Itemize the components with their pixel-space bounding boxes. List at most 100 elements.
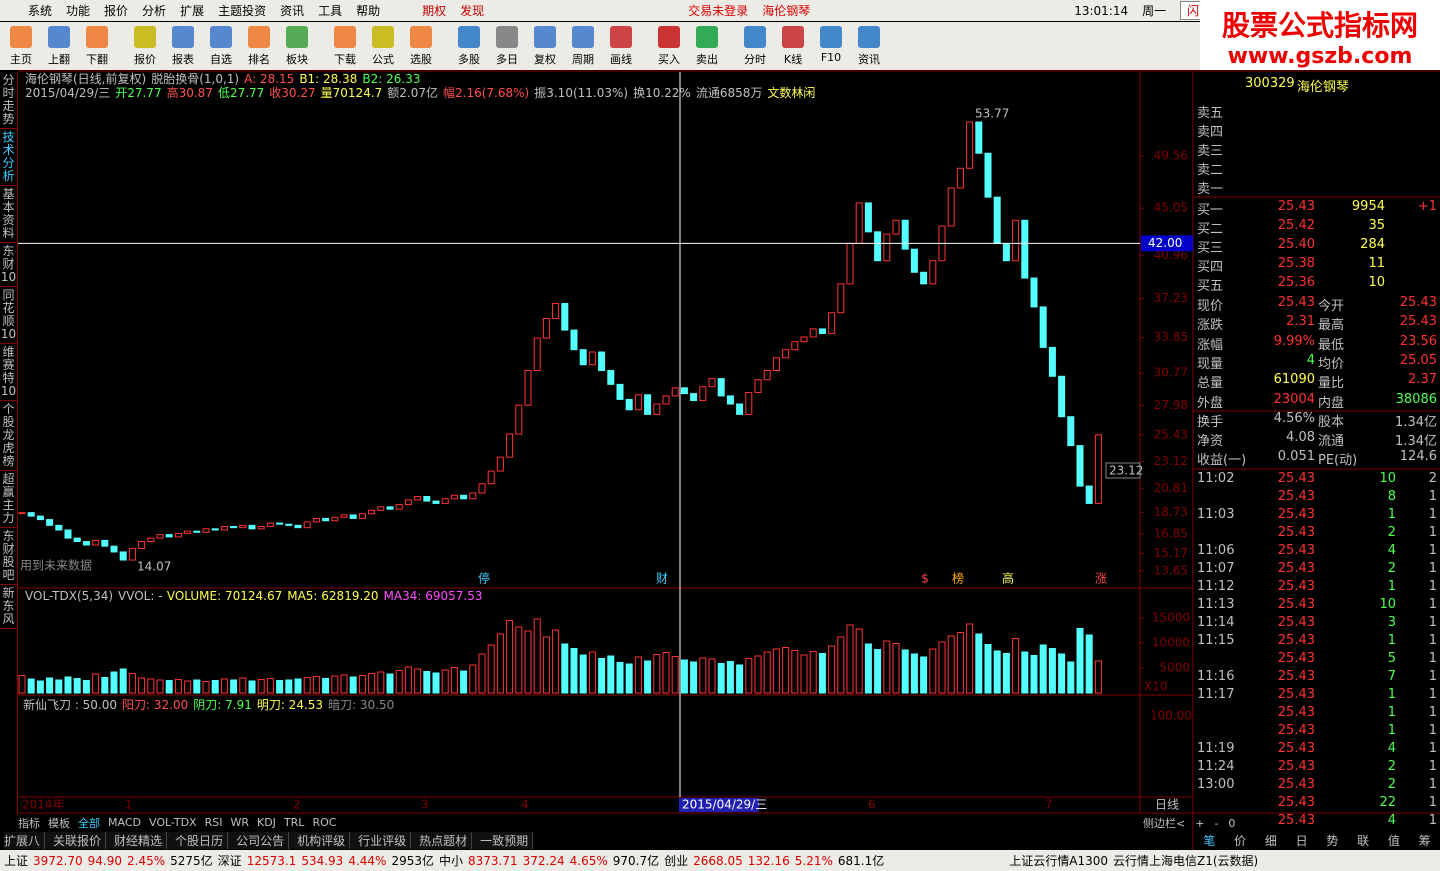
side-tab[interactable]: 新东风 — [0, 585, 17, 629]
tool-button[interactable]: 买入 — [652, 22, 686, 70]
side-tab[interactable]: 基本资料 — [0, 186, 17, 243]
menu-item[interactable]: 期权 — [422, 4, 447, 18]
tool-button[interactable]: 选股 — [404, 22, 438, 70]
side-control[interactable]: 侧边栏< — [1143, 817, 1186, 830]
info-tab[interactable]: 扩展八 — [4, 832, 46, 849]
quote-tab[interactable]: 筹 — [1418, 834, 1431, 848]
side-tab[interactable]: 超赢主力 — [0, 471, 17, 528]
indicator-tab[interactable]: VOL-TDX — [148, 816, 197, 829]
menu-item[interactable]: 资讯 — [280, 4, 305, 18]
candle — [368, 509, 376, 515]
tool-button[interactable]: 下载 — [328, 22, 362, 70]
tool-button[interactable]: 画线 — [604, 22, 638, 70]
info-tab[interactable]: 机构评级 — [297, 832, 351, 849]
tool-button[interactable]: 上翻 — [42, 22, 76, 70]
menu-item[interactable]: 功能 — [66, 4, 91, 18]
quote-tab[interactable]: 联 — [1357, 834, 1370, 848]
tool-icon — [86, 26, 108, 48]
tool-button[interactable]: 报价 — [128, 22, 162, 70]
menu-item[interactable]: 主题投资 — [218, 4, 267, 18]
info-tab[interactable]: 行业评级 — [358, 832, 412, 849]
volume-bar — [174, 679, 182, 694]
tool-button[interactable]: 周期 — [566, 22, 600, 70]
notice: 用到未来数据 — [20, 558, 92, 573]
tick-price: 25.43 — [1277, 813, 1315, 828]
info-tab[interactable]: 一致预期 — [480, 832, 534, 849]
tool-button[interactable]: F10 — [814, 22, 848, 70]
menu-item[interactable]: 发现 — [460, 4, 485, 18]
indicator-tab[interactable]: 模板 — [48, 816, 70, 830]
tool-button[interactable]: 资讯 — [852, 22, 886, 70]
tool-button[interactable]: 分时 — [738, 22, 772, 70]
side-tab[interactable]: 分时走势 — [0, 72, 17, 129]
volume-bar — [680, 659, 688, 694]
tool-button[interactable]: 主页 — [4, 22, 38, 70]
side-tab[interactable]: 技术分析 — [0, 129, 17, 186]
tool-button[interactable]: 复权 — [528, 22, 562, 70]
info-tab[interactable]: 关联报价 — [53, 832, 107, 849]
volume-bar — [82, 680, 90, 694]
quote-tab[interactable]: 笔 — [1203, 834, 1216, 848]
quote-tab[interactable]: 价 — [1234, 834, 1247, 848]
candle — [984, 152, 992, 198]
side-control[interactable]: + — [1195, 816, 1205, 830]
tick-time: 11:03 — [1197, 507, 1235, 522]
tool-button[interactable]: 公式 — [366, 22, 400, 70]
side-tab[interactable]: 东财股吧 — [0, 528, 17, 585]
menu-item[interactable]: 分析 — [142, 4, 167, 18]
side-tab[interactable]: 维赛特10 — [0, 344, 17, 401]
status-item: 534.93 — [301, 853, 344, 868]
date-label: 2014年 — [22, 798, 65, 812]
indicator-tab[interactable]: 全部 — [78, 816, 100, 830]
side-tab[interactable]: 同花顺10 — [0, 287, 17, 344]
candle — [929, 260, 937, 285]
volume-bar — [220, 678, 228, 694]
menu-item[interactable]: 报价 — [104, 4, 129, 18]
quote-tab[interactable]: 日 — [1295, 834, 1308, 848]
candle — [818, 328, 826, 335]
tool-button[interactable]: 报表 — [166, 22, 200, 70]
candle — [763, 370, 771, 381]
indicator-tab[interactable]: ROC — [312, 816, 337, 829]
menu-item[interactable]: 系统 — [28, 4, 53, 18]
tool-button[interactable]: K线 — [776, 22, 810, 70]
side-tab[interactable]: 个股龙虎榜 — [0, 401, 17, 471]
tool-button[interactable]: 板块 — [280, 22, 314, 70]
menu-item[interactable]: 工具 — [318, 4, 343, 18]
side-control[interactable]: - — [1214, 816, 1219, 830]
tool-button[interactable]: 排名 — [242, 22, 276, 70]
quote-tab[interactable]: 值 — [1387, 834, 1400, 848]
indicator-tab[interactable]: 指标 — [18, 816, 40, 830]
side-tab[interactable]: 东财10 — [0, 243, 17, 287]
volume-bar — [358, 675, 366, 694]
info-tab[interactable]: 公司公告 — [236, 832, 290, 849]
tool-button[interactable]: 多股 — [452, 22, 486, 70]
indicator-tab[interactable]: TRL — [283, 816, 305, 829]
indicator-tab[interactable]: WR — [230, 816, 249, 829]
indicator-tab[interactable]: RSI — [204, 816, 223, 829]
candle — [266, 522, 274, 528]
bid-label: 买五 — [1197, 279, 1224, 294]
tool-button[interactable]: 自选 — [204, 22, 238, 70]
tick-volume: 4 — [1387, 741, 1396, 756]
side-control[interactable]: 0 — [1228, 816, 1236, 830]
status-item: 8373.71 — [468, 853, 518, 868]
indicator-tab[interactable]: KDJ — [257, 816, 276, 829]
menu-item[interactable]: 帮助 — [356, 4, 381, 18]
info-tab[interactable]: 财经精选 — [114, 832, 168, 849]
volume-header: VOL-TDX(5,34) VVOL: - VOLUME: 70124.67 MA5:… — [25, 589, 483, 603]
tool-button[interactable]: 下翻 — [80, 22, 114, 70]
tool-button[interactable]: 多日 — [490, 22, 524, 70]
volume-bar — [110, 671, 118, 694]
tick-count: 1 — [1428, 723, 1437, 738]
info-tab[interactable]: 个股日历 — [175, 832, 229, 849]
quote-tab[interactable]: 势 — [1326, 834, 1339, 848]
menu-item[interactable]: 扩展 — [180, 4, 205, 18]
tool-button[interactable]: 卖出 — [690, 22, 724, 70]
quote-tab[interactable]: 细 — [1264, 834, 1277, 848]
info-tab[interactable]: 热点题材 — [419, 832, 473, 849]
indicator-tab[interactable]: MACD — [108, 816, 141, 829]
candle — [966, 121, 974, 169]
header-part: 暗刀: 30.50 — [328, 697, 394, 712]
